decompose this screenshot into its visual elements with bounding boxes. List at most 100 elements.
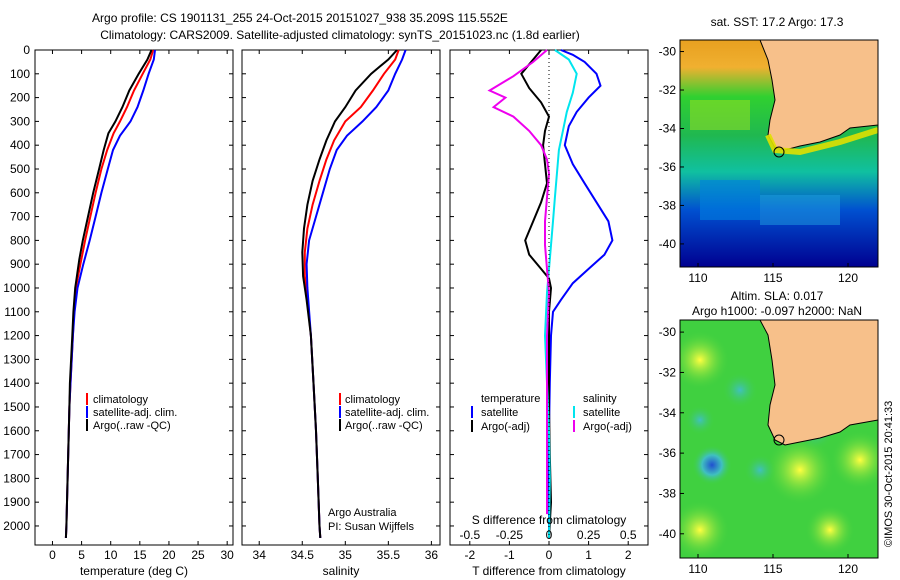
x-tick-label: 34 (253, 548, 267, 562)
map-y-tick-label: -32 (659, 83, 677, 97)
sla-map-title2: Argo h1000: -0.097 h2000: NaN (692, 304, 862, 318)
legend-climatology: climatology (93, 394, 149, 406)
map-x-tick-label: 115 (763, 271, 782, 285)
australia-land (759, 320, 878, 446)
legend-sal-argo: Argo(-adj) (583, 421, 632, 433)
depth-tick-label: 1000 (3, 281, 30, 295)
depth-tick-label: 1100 (4, 305, 30, 319)
sla-high-blob (830, 430, 878, 490)
header-line1: Argo profile: CS 1901131_255 24-Oct-2015… (92, 11, 508, 25)
sla-low-blob (692, 445, 732, 485)
depth-tick-label: 1700 (3, 448, 30, 462)
x-tick-label: -1 (504, 548, 515, 562)
header-line2: Climatology: CARS2009. Satellite-adjuste… (100, 28, 580, 42)
salinity-legend: climatology satellite-adj. clim. Argo(..… (339, 393, 429, 432)
map-y-tick-label: -34 (659, 406, 677, 420)
depth-tick-label: 400 (10, 138, 30, 152)
depth-tick-label: 0 (23, 43, 30, 57)
sla-low-blob (744, 454, 776, 486)
salinity-diff-tick-label: -0.5 (459, 528, 480, 542)
series-line (520, 49, 553, 538)
legend-argo: Argo(..raw -QC) (93, 420, 171, 432)
x-tick-label: 30 (220, 548, 234, 562)
x-tick-label: 1 (585, 548, 592, 562)
sst-cool-patch (700, 180, 760, 220)
sla-high-blob (765, 435, 835, 505)
depth-tick-label: 1800 (3, 471, 30, 485)
sst-warm-patch (690, 100, 750, 130)
annotation-argo-australia: Argo Australia (328, 507, 397, 519)
copyright-timestamp: ©IMOS 30-Oct-2015 20:41:33 (883, 401, 895, 547)
legend-argo: Argo(..raw -QC) (345, 420, 423, 432)
sla-map-title1: Altim. SLA: 0.017 (731, 289, 824, 303)
map-y-tick-label: -36 (659, 446, 677, 460)
depth-axis: 0 100 200 300 400 500 600 700 800 900 1000 1100 1200… (3, 43, 648, 533)
salinity-diff-tick-label: -0.25 (496, 528, 524, 542)
depth-tick-label: 1500 (3, 400, 30, 414)
series-line (487, 49, 551, 515)
map-y-tick-label: -38 (659, 198, 677, 212)
map-y-tick-label: -38 (659, 486, 677, 500)
legend-satellite: satellite-adj. clim. (345, 407, 429, 419)
sla-map-frame (679, 319, 879, 559)
legend-satellite: satellite-adj. clim. (93, 407, 177, 419)
legend-temp-argo: Argo(-adj) (481, 421, 530, 433)
depth-tick-label: 200 (10, 91, 30, 105)
map-x-tick-label: 120 (838, 271, 858, 285)
x-tick-label: 35.5 (377, 548, 401, 562)
series-line (64, 49, 153, 538)
sla-high-blob (805, 505, 855, 555)
salinity-diff-tick-label: 0.5 (620, 528, 637, 542)
temperature-xlabel: temperature (deg C) (80, 564, 188, 578)
map-y-tick-label: -30 (659, 45, 677, 59)
map-x-tick-label: 110 (688, 562, 707, 576)
x-tick-label: 34.5 (291, 548, 315, 562)
depth-tick-label: 1200 (3, 329, 30, 343)
difference-legend: temperature satellite Argo(-adj) salinit… (471, 393, 632, 433)
temperature-panel-frame (34, 49, 234, 546)
legend-temperature-title: temperature (481, 393, 540, 405)
legend-salinity-title: salinity (583, 393, 617, 405)
depth-tick-label: 1600 (3, 424, 30, 438)
map-y-tick-label: -34 (659, 121, 677, 135)
s-difference-label: S difference from climatology (472, 513, 627, 527)
temperature-legend: climatology satellite-adj. clim. Argo(..… (86, 393, 177, 432)
x-tick-label: 35 (339, 548, 353, 562)
sst-map-frame (679, 39, 879, 268)
t-difference-label: T difference from climatology (472, 564, 626, 578)
x-tick-label: 20 (162, 548, 176, 562)
x-tick-label: 5 (78, 548, 85, 562)
sst-cool-patch (760, 195, 840, 225)
depth-tick-label: 2000 (3, 519, 30, 533)
map-y-tick-label: -36 (659, 160, 677, 174)
salinity-diff-tick-label: 0.25 (577, 528, 601, 542)
sst-map-title: sat. SST: 17.2 Argo: 17.3 (711, 15, 844, 29)
depth-tick-label: 100 (10, 67, 30, 81)
series-line (548, 49, 614, 538)
x-tick-label: -2 (464, 548, 475, 562)
depth-tick-label: 1900 (3, 495, 30, 509)
salinity-diff-tick-label: 0 (546, 528, 553, 542)
coastal-warm-band (765, 127, 878, 156)
depth-tick-label: 800 (10, 233, 30, 247)
depth-tick-label: 500 (10, 162, 30, 176)
x-tick-label: 36 (425, 548, 439, 562)
sla-map-axes: 110 115 120 -30 -32 -34 -36 -38 -40 (659, 325, 859, 576)
depth-tick-label: 1300 (3, 352, 30, 366)
sla-low-blob (722, 372, 758, 408)
argo-position-marker (773, 434, 785, 446)
series-line (301, 49, 398, 538)
x-tick-label: 2 (625, 548, 632, 562)
depth-tick-label: 600 (10, 186, 30, 200)
legend-temp-satellite: satellite (481, 407, 518, 419)
map-x-tick-label: 115 (763, 562, 782, 576)
sla-low-blob (685, 405, 715, 435)
depth-tick-label: 700 (10, 210, 30, 224)
difference-panel: -2 -1 0 1 2 -0.5 -0.25 0 0.25 0.5 (459, 49, 637, 562)
map-y-tick-label: -40 (659, 237, 677, 251)
map-y-tick-label: -30 (659, 325, 677, 339)
salinity-panel-frame (241, 49, 441, 546)
sst-map-axes: 110 115 120 -30 -32 -34 -36 -38 -40 (659, 45, 859, 285)
x-tick-label: 15 (133, 548, 147, 562)
